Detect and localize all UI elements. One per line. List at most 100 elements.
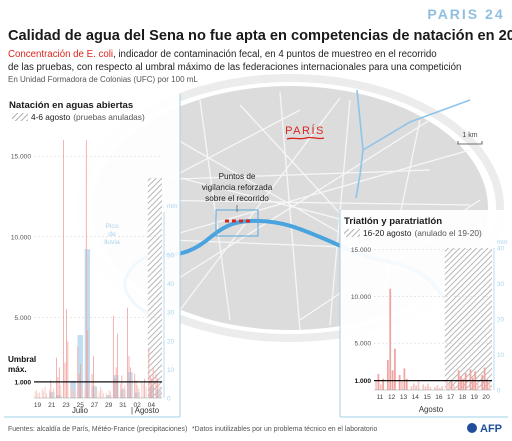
ecoli-bar [91,373,93,398]
ecoli-bar [157,378,158,398]
ecoli-bar [84,388,86,398]
rain-tick-label: 20 [497,317,505,324]
ecoli-bar [120,383,121,398]
ecoli-bar [78,373,80,398]
paris24-logo-text: PARIS 24 [427,6,504,22]
ecoli-bar [137,385,138,398]
x-tick-label: 17 [447,394,455,401]
panel-title: Triatlón y paratriatlón [344,216,442,227]
ecoli-bar [403,368,406,390]
ecoli-bar [71,388,73,398]
ecoli-bar [158,383,160,398]
ecoli-bar [438,388,441,390]
x-tick-label: 18 [459,394,467,401]
ecoli-bar [60,385,62,398]
ecoli-bar [379,384,382,390]
rain-tick-label: 10 [167,367,175,374]
sampling-points [225,219,250,223]
ecoli-bar [436,385,439,390]
y-tick-label: 15.000 [11,154,32,161]
y-tick-label: 1.000 [14,379,31,386]
rain-unit-label: mm [497,239,508,246]
ecoli-bar [375,381,377,390]
ecoli-bar [74,386,76,398]
ecoli-bar [94,385,96,398]
page-title: Calidad de agua del Sena no fue apta en … [8,28,512,44]
x-tick-label: 25 [77,402,85,409]
ecoli-bar [57,377,59,398]
y-tick-label: 10.000 [11,234,32,241]
ecoli-bar [476,381,479,390]
technical-note: *Datos inutilizables por un problema téc… [192,426,378,433]
rain-tick-label: 40 [167,281,175,288]
ecoli-bar [405,378,408,390]
ecoli-bar [382,378,385,390]
ecoli-bar [469,369,472,390]
ecoli-bar [486,379,488,390]
cancelled-legend-dates: 16-20 agosto [363,228,412,238]
ecoli-bar [98,391,100,398]
ecoli-bar [37,393,39,398]
ecoli-bar [460,375,462,390]
ecoli-bar [377,374,380,390]
ecoli-bar [145,386,147,398]
triathlon-panel: Triatlón y paratriatlón 16-20 agosto (anu… [339,210,508,418]
sampling-point-marker [232,219,236,223]
rain-tick-label: 30 [167,310,175,317]
ecoli-bar [117,333,119,398]
ecoli-bar [128,356,130,398]
surveillance-label-1: Puntos de [219,172,256,181]
ecoli-bar [88,383,90,398]
ecoli-bar [93,356,94,398]
scale-label: 1 km [462,132,477,139]
ecoli-bar [115,367,117,398]
ecoli-bar [46,393,47,398]
ecoli-bar [483,367,486,390]
rain-unit-label: mm [167,203,178,210]
ecoli-bar [114,378,116,398]
ecoli-bar [53,388,55,398]
rain-bar [113,375,119,398]
footer: Fuentes: alcaldía de París, Météo-France… [8,423,502,435]
ecoli-bar [108,389,110,398]
cancelled-period-area [444,248,492,390]
ecoli-bar [127,307,128,398]
afp-logo-mark [467,423,477,433]
ecoli-bar [424,386,427,390]
cancelled-period-area [147,178,162,398]
ecoli-bar [448,383,451,390]
ecoli-bar [401,381,403,390]
ecoli-bar [415,385,418,390]
ecoli-bar [434,387,436,390]
ecoli-bar [152,367,154,398]
x-tick-label: 19 [471,394,479,401]
ecoli-bar [386,360,389,390]
rain-peak-annotation: lluvia [104,239,120,246]
ecoli-bar [417,381,420,390]
cancelled-legend-swatch [344,229,360,237]
ecoli-bar [389,288,392,390]
ecoli-bar [394,348,396,390]
ecoli-bar [67,341,69,398]
x-tick-label: 19 [34,402,42,409]
unit-line: En Unidad Formadora de Colonias (UFC) po… [8,75,198,84]
ecoli-bar [462,378,465,390]
ecoli-bar [144,378,146,398]
y-tick-label: 10.000 [351,294,372,301]
rain-tick-label: 30 [497,281,505,288]
ecoli-bar [471,377,474,390]
rain-peak-annotation: Pico [105,223,118,230]
ecoli-bar [41,388,43,398]
rain-peak-annotation: de [108,231,116,238]
x-tick-label: 13 [400,394,408,401]
ecoli-bar [398,375,401,390]
ecoli-bar [81,385,83,398]
x-tick-label: 14 [412,394,420,401]
y-tick-label: 5.000 [354,341,371,348]
x-tick-label: 27 [91,402,99,409]
ecoli-bar [38,392,40,398]
threshold-label-line-2: máx. [8,365,27,374]
ecoli-bar [50,380,52,398]
ecoli-bar [100,386,101,398]
subtitle-line-2: de las pruebas, con respecto al umbral m… [8,62,461,73]
